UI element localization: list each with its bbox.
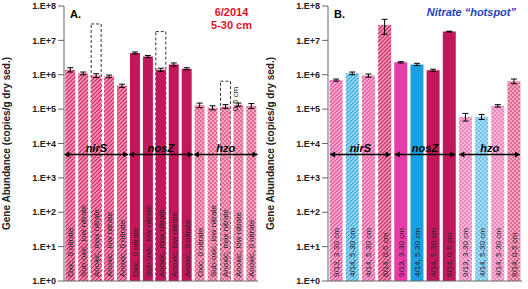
svg-text:9/13, 3-30 cm: 9/13, 3-30 cm bbox=[397, 228, 406, 277]
svg-text:1.E+7: 1.E+7 bbox=[32, 36, 56, 46]
html-text:Nitrate “hotspot”: Nitrate “hotspot” bbox=[426, 6, 516, 18]
svg-text:1.E+8: 1.E+8 bbox=[32, 1, 56, 11]
svg-text:1.E+5: 1.E+5 bbox=[32, 104, 56, 114]
svg-text:4/14, 5-30 cm: 4/14, 5-30 cm bbox=[429, 228, 438, 277]
svg-text:nosZ: nosZ bbox=[412, 142, 440, 154]
svg-text:Anoxic, max nitrate: Anoxic, max nitrate bbox=[157, 208, 166, 277]
svg-text:1.E+3: 1.E+3 bbox=[32, 173, 56, 183]
svg-text:1.E+0: 1.E+0 bbox=[296, 276, 320, 286]
svg-text:nirS: nirS bbox=[350, 142, 372, 154]
svg-text:Anoxic, 0 nitrate: Anoxic, 0 nitrate bbox=[183, 219, 192, 277]
svg-text:nirS: nirS bbox=[86, 142, 108, 154]
svg-text:9/13, 3-30 cm: 9/13, 3-30 cm bbox=[332, 228, 341, 277]
html-text:B.: B. bbox=[334, 8, 345, 20]
svg-text:6/14, 0-5 cm: 6/14, 0-5 cm bbox=[381, 232, 390, 277]
svg-text:Anoxic, max nitrate: Anoxic, max nitrate bbox=[221, 208, 230, 277]
svg-text:1.E+3: 1.E+3 bbox=[296, 173, 320, 183]
svg-text:Sub-oxic, low nitrate: Sub-oxic, low nitrate bbox=[79, 204, 88, 277]
svg-text:Anoxic, low nitrate: Anoxic, low nitrate bbox=[234, 212, 243, 277]
svg-text:4/14, 5-30 cm: 4/14, 5-30 cm bbox=[348, 228, 357, 277]
svg-text:Oxic, 0 nitrate: Oxic, 0 nitrate bbox=[131, 227, 140, 277]
svg-text:hzo: hzo bbox=[216, 142, 235, 154]
html-text:A.: A. bbox=[70, 8, 81, 20]
svg-text:1.E+4: 1.E+4 bbox=[32, 139, 56, 149]
svg-text:Anoxic, low nitrate: Anoxic, low nitrate bbox=[105, 212, 114, 277]
html-text:6/2014: 6/2014 bbox=[214, 6, 249, 18]
svg-text:1.E+5: 1.E+5 bbox=[296, 104, 320, 114]
svg-text:Oxic, 0 nitrate: Oxic, 0 nitrate bbox=[196, 227, 205, 277]
svg-text:1.E+7: 1.E+7 bbox=[296, 36, 320, 46]
svg-text:1.E+2: 1.E+2 bbox=[296, 207, 320, 217]
svg-text:1.E+0: 1.E+0 bbox=[32, 276, 56, 286]
svg-text:Anoxic, 0 nitrate: Anoxic, 0 nitrate bbox=[247, 219, 256, 277]
svg-text:6/14, 0-5 cm: 6/14, 0-5 cm bbox=[510, 232, 519, 277]
svg-text:Anoxic, 0 nitrate: Anoxic, 0 nitrate bbox=[118, 219, 127, 277]
svg-text:1.E+2: 1.E+2 bbox=[32, 207, 56, 217]
svg-text:Anoxic, low nitrate: Anoxic, low nitrate bbox=[170, 212, 179, 277]
svg-text:0-5 cm: 0-5 cm bbox=[231, 86, 240, 111]
svg-text:Sub-oxic, low nitrate: Sub-oxic, low nitrate bbox=[209, 204, 218, 277]
svg-text:Oxic, 0 nitrate: Oxic, 0 nitrate bbox=[66, 227, 75, 277]
svg-text:1.E+6: 1.E+6 bbox=[32, 70, 56, 80]
svg-text:4/14, 5-30 cm: 4/14, 5-30 cm bbox=[364, 228, 373, 277]
svg-text:1.E+1: 1.E+1 bbox=[32, 242, 56, 252]
html-text:5-30 cm: 5-30 cm bbox=[211, 19, 252, 31]
svg-text:1.E+4: 1.E+4 bbox=[296, 139, 320, 149]
svg-text:hzo: hzo bbox=[480, 142, 499, 154]
svg-text:4/14, 5-30 cm: 4/14, 5-30 cm bbox=[494, 228, 503, 277]
svg-text:1.E+8: 1.E+8 bbox=[296, 1, 320, 11]
svg-text:9/13, 3-30 cm: 9/13, 3-30 cm bbox=[461, 228, 470, 277]
svg-text:Gene Abundance (copies/g dry s: Gene Abundance (copies/g dry sed.) bbox=[8, 57, 12, 230]
svg-text:Anoxic, max nitrate: Anoxic, max nitrate bbox=[92, 208, 101, 277]
svg-text:1.E+6: 1.E+6 bbox=[296, 70, 320, 80]
svg-text:1.E+1: 1.E+1 bbox=[296, 242, 320, 252]
svg-text:4/14, 5-30 cm: 4/14, 5-30 cm bbox=[413, 228, 422, 277]
svg-text:nosZ: nosZ bbox=[148, 142, 176, 154]
svg-text:6/14, 0-5 cm: 6/14, 0-5 cm bbox=[445, 232, 454, 277]
svg-text:4/14, 5-30 cm: 4/14, 5-30 cm bbox=[478, 228, 487, 277]
svg-text:Gene Abundance (copies/g dry s: Gene Abundance (copies/g dry sed.) bbox=[265, 57, 276, 230]
svg-text:Sub-oxic, low nitrate: Sub-oxic, low nitrate bbox=[144, 204, 153, 277]
